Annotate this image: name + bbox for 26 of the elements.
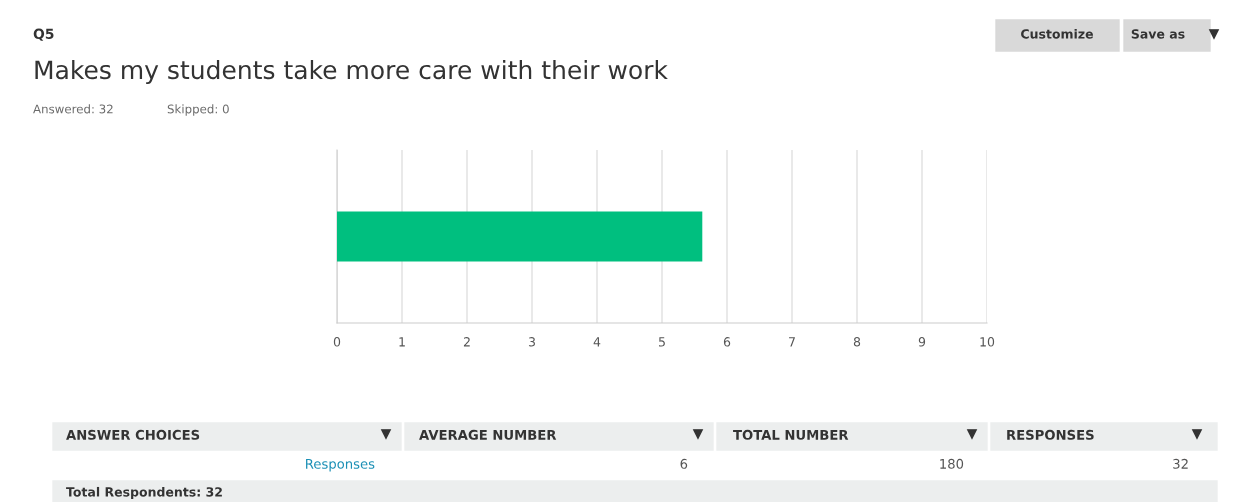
text: Save as <box>1131 29 1185 39</box>
x-tick-label: 8 <box>853 337 861 347</box>
x-tick-label: 6 <box>723 337 731 347</box>
text: AVERAGE NUMBER <box>419 429 557 440</box>
text: Answered: 32 <box>33 104 113 114</box>
text: RESPONSES <box>1007 429 1094 440</box>
text: TOTAL NUMBER <box>733 429 849 440</box>
chart-title: Makes my students take more care with their work <box>35 59 668 85</box>
x-tick-label: 0 <box>333 337 341 347</box>
text: Responses <box>306 459 375 472</box>
x-tick-label: 10 <box>980 337 995 347</box>
x-tick-label: 7 <box>789 337 795 347</box>
x-tick-label: 1 <box>399 337 405 347</box>
text: ANSWER CHOICES <box>66 429 200 440</box>
text: Total Respondents: 32 <box>66 486 222 500</box>
x-tick-label: 2 <box>463 337 470 347</box>
text: 6 <box>680 458 688 469</box>
text: 180 <box>940 458 964 469</box>
x-tick-label: 5 <box>658 337 665 347</box>
x-tick-label: 9 <box>918 337 926 347</box>
text: Customize <box>1021 28 1093 39</box>
x-tick-label: 3 <box>528 337 535 347</box>
text: 32 <box>1173 458 1188 469</box>
x-tick-label: 4 <box>593 337 601 347</box>
text: Q5 <box>33 28 54 41</box>
text: Skipped: 0 <box>167 104 229 116</box>
